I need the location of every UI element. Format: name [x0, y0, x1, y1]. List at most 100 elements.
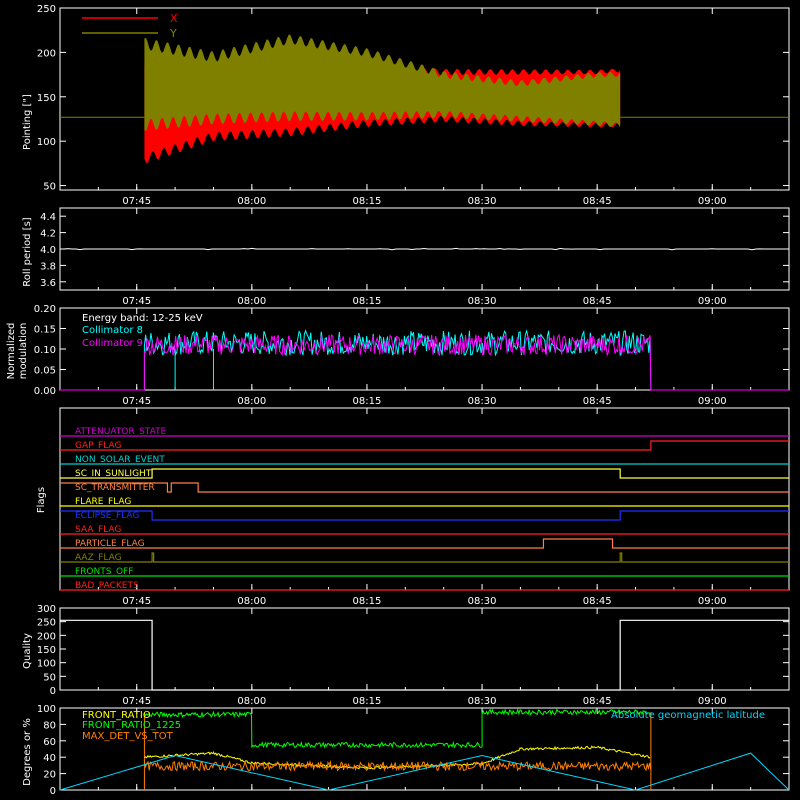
time-tick-label: 08:30 [468, 196, 497, 207]
modulation-ylabel-line2: modulation [18, 323, 29, 380]
flag-label: BAD_PACKETS [75, 581, 139, 591]
roll-ytick-label: 3.8 [40, 261, 56, 272]
ratios-frame [59, 707, 790, 791]
ratios-ytick-label: 40 [43, 753, 56, 764]
time-tick-label: 08:30 [468, 296, 497, 307]
panels-group: 07:45 08:00 08:15 08:30 08:45 09:00 07:45 08:00… [34, 4, 790, 797]
quality-ytick-label: 50 [43, 672, 56, 683]
energy-band-label: Energy band: 12-25 keV [82, 313, 203, 324]
quality-ytick-label: 0 [50, 686, 56, 697]
time-tick-label: 08:30 [468, 696, 497, 707]
pointing-ytick-label: 150 [37, 93, 56, 104]
modulation-series-collimator9 [60, 333, 789, 391]
time-tick-label: 08:00 [237, 196, 266, 207]
flag-line-sc_in_sunlight [60, 468, 789, 479]
flag-label: ECLIPSE_FLAG [75, 511, 139, 521]
flag-label: SAA_FLAG [75, 525, 121, 535]
roll-period-line [60, 247, 788, 251]
modulation-ytick-label: 0.10 [34, 345, 56, 356]
flag-label: NON_SOLAR_EVENT [75, 455, 165, 465]
flag-line-eclipse_flag [60, 510, 789, 521]
time-tick-label: 08:15 [353, 696, 382, 707]
time-tick-label: 08:00 [237, 596, 266, 607]
ratios-series-front-ratio-1225 [143, 707, 651, 749]
time-tick-label: 08:00 [237, 696, 266, 707]
time-tick-label: 09:00 [698, 296, 727, 307]
pointing-ytick-label: 250 [37, 4, 56, 15]
flags-ylabel: Flags [36, 487, 47, 513]
time-tick-label: 07:45 [122, 296, 151, 307]
flag-line-sc_transmitter [60, 482, 789, 493]
flag-label: FLARE_FLAG [75, 497, 131, 507]
legend-max-det-vs-tot: MAX_DET_VS_TOT [82, 731, 174, 742]
time-tick-label: 08:00 [237, 396, 266, 407]
roll-ytick-label: 4.2 [40, 229, 56, 240]
modulation-ytick-label: 0.05 [34, 366, 56, 377]
quality-ylabel: Quality [22, 633, 33, 669]
flag-label: AAZ_FLAG [75, 553, 122, 563]
pointing-ytick-label: 200 [37, 48, 56, 59]
ratios-ylabel: Degrees or % [22, 718, 33, 786]
pointing-ytick-label: 50 [43, 182, 56, 193]
time-tick-label: 09:00 [698, 396, 727, 407]
legend-front-ratio: FRONT_RATIO [82, 710, 151, 721]
flag-label: GAP_FLAG [75, 441, 121, 451]
legend-collimator9: Collimator 9 [82, 338, 143, 349]
ratios-ytick-label: 80 [43, 720, 56, 731]
flags-frame [59, 407, 790, 591]
legend-y-label: Y [169, 27, 177, 40]
time-tick-label: 08:15 [353, 396, 382, 407]
flag-label: ATTENUATOR_STATE [75, 427, 167, 437]
time-tick-label: 09:00 [698, 196, 727, 207]
flag-line-aaz_flag [60, 552, 789, 563]
time-tick-label: 07:45 [122, 596, 151, 607]
quality-ytick-label: 150 [37, 645, 56, 656]
time-tick-label: 07:45 [122, 696, 151, 707]
time-tick-label: 08:30 [468, 596, 497, 607]
flag-line-gap_flag [60, 440, 789, 451]
ratios-series-absolute-geomagnetic-latitude [59, 752, 790, 791]
roll-ytick-label: 3.6 [40, 278, 56, 289]
time-tick-label: 09:00 [698, 696, 727, 707]
quality-ytick-label: 250 [37, 618, 56, 629]
modulation-ylabel-line1: Normalized [6, 323, 17, 380]
quality-line [60, 619, 789, 691]
legend-collimator8: Collimator 8 [82, 325, 143, 336]
ratios-ytick-label: 20 [43, 770, 56, 781]
time-tick-label: 08:15 [353, 196, 382, 207]
geomagnetic-latitude-label: Absolute geomagnetic latitude [611, 710, 765, 721]
time-tick-label: 08:15 [353, 596, 382, 607]
roll-ylabel: Roll period [s] [22, 217, 33, 286]
roll-ytick-label: 4.4 [40, 212, 56, 223]
quality-ytick-label: 300 [37, 604, 56, 615]
legend-front-ratio-1225: FRONT_RATIO_1225 [82, 720, 181, 731]
flag-label: SC_TRANSMITTER [75, 483, 155, 493]
pointing-ytick-label: 100 [37, 137, 56, 148]
time-tick-label: 08:45 [583, 196, 612, 207]
roll-ytick-label: 4.0 [40, 245, 56, 256]
ratios-ytick-label: 100 [37, 704, 56, 715]
ratios-series-max-det-vs-tot [143, 759, 652, 772]
flag-label: SC_IN_SUNLIGHT [75, 469, 152, 479]
ratios-ytick-label: 0 [50, 786, 56, 797]
time-tick-label: 08:00 [237, 296, 266, 307]
modulation-ytick-label: 0.15 [34, 325, 56, 336]
time-tick-label: 08:15 [353, 296, 382, 307]
quality-ytick-label: 100 [37, 659, 56, 670]
time-tick-label: 08:45 [583, 596, 612, 607]
flag-label: PARTICLE_FLAG [75, 539, 145, 549]
flag-label: FRONTS_OFF [75, 567, 133, 577]
flag-line-particle_flag [60, 538, 789, 549]
pointing-ylabel: Pointing ["] [22, 94, 33, 150]
time-tick-label: 07:45 [122, 196, 151, 207]
time-tick-label: 08:30 [468, 396, 497, 407]
legend-x-label: X [170, 12, 178, 25]
time-tick-label: 07:45 [122, 396, 151, 407]
quality-ytick-label: 200 [37, 631, 56, 642]
time-tick-label: 09:00 [698, 596, 727, 607]
pointing-series-y [144, 34, 621, 131]
ratios-ytick-label: 60 [43, 737, 56, 748]
time-tick-label: 08:45 [583, 396, 612, 407]
pointing-frame [59, 7, 790, 191]
